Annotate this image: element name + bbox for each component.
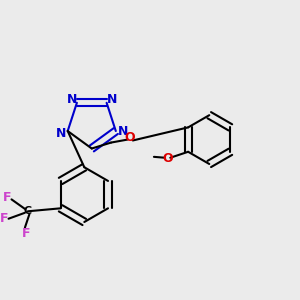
Text: N: N xyxy=(118,124,128,137)
Text: F: F xyxy=(2,191,11,204)
Text: N: N xyxy=(106,93,117,106)
Text: F: F xyxy=(0,212,8,225)
Text: C: C xyxy=(24,206,32,216)
Text: O: O xyxy=(163,152,173,165)
Text: N: N xyxy=(67,93,77,106)
Text: O: O xyxy=(124,131,135,144)
Text: N: N xyxy=(56,127,66,140)
Text: F: F xyxy=(22,226,31,239)
